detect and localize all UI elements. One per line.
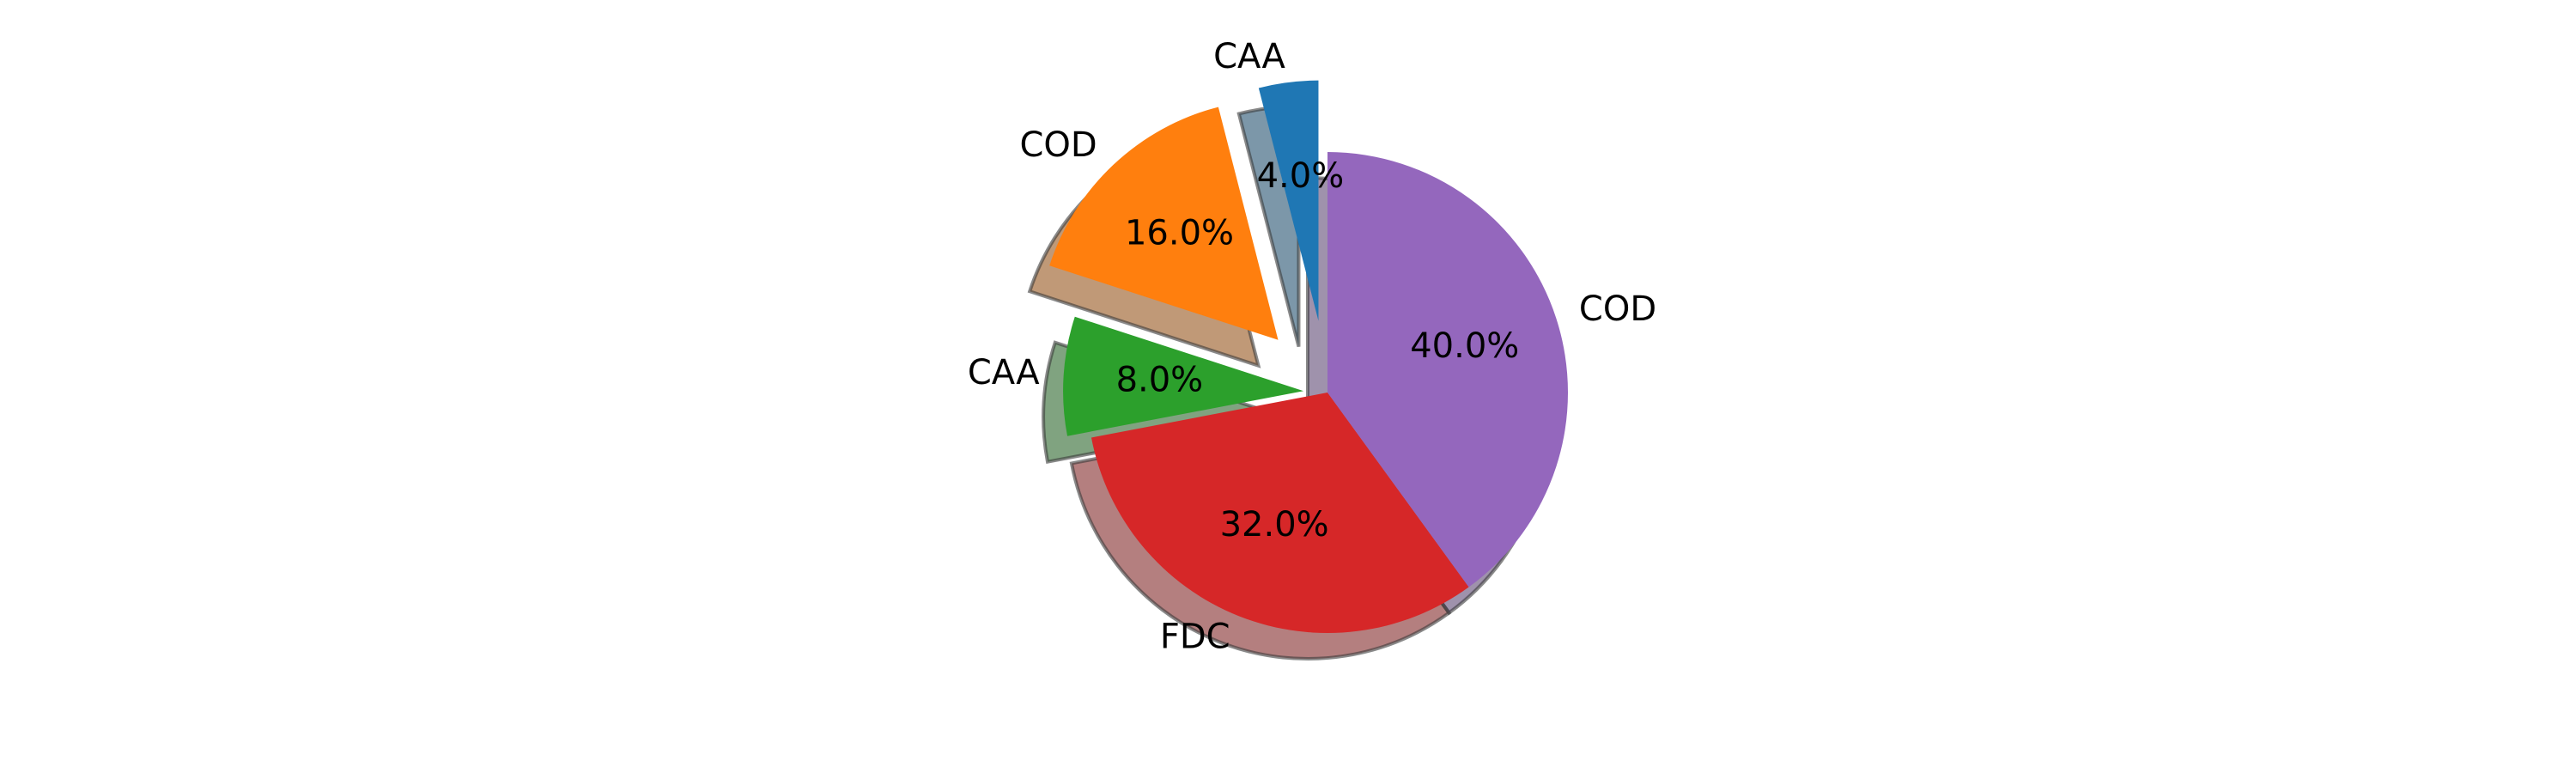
slice-cod-1 [1049, 107, 1279, 340]
slice-percent-cod-1: 16.0% [1125, 213, 1234, 253]
slice-caa-1 [1258, 80, 1319, 321]
slice-percent-caa-1: 4.0% [1257, 156, 1345, 196]
slice-label-caa-2: CAA [968, 353, 1040, 393]
slice-label-fdc: FDC [1160, 617, 1230, 656]
slice-percent-fdc: 32.0% [1220, 505, 1329, 545]
slice-cod-2 [1327, 152, 1568, 587]
slice-label-cod-1: COD [1019, 125, 1097, 165]
slice-percent-caa-2: 8.0% [1116, 361, 1204, 400]
slice-label-caa-1: CAA [1213, 37, 1285, 76]
slice-percent-cod-2: 40.0% [1410, 326, 1519, 366]
slice-caa-2 [1063, 316, 1304, 436]
text-layer: CAA 4.0% COD 16.0% CAA 8.0% FDC 32.0% COD 40.0% [968, 37, 1656, 656]
slice-label-cod-2: COD [1579, 289, 1656, 329]
slice-layer [1049, 80, 1568, 633]
slice-fdc [1091, 393, 1469, 633]
